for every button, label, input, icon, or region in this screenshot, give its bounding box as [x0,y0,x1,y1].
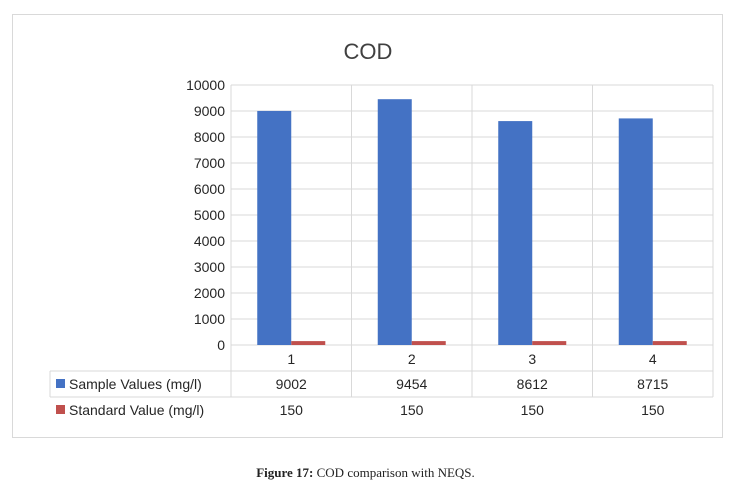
table-value: 150 [521,402,545,418]
chart-svg: COD 0 1000 2000 3000 4000 5000 6000 7000 8000 9000… [49,39,714,418]
bar-series2-cat4 [652,341,687,345]
y-tick-label: 0 [217,337,225,353]
table-value: 150 [641,402,665,418]
figure-caption: Figure 17: COD comparison with NEQS. [0,465,731,481]
bar-series2-cat3 [532,341,567,345]
bar-series2-cat1 [291,341,326,345]
table-value: 8612 [517,376,548,392]
table-value: 9454 [396,376,427,392]
y-tick-label: 7000 [194,155,225,171]
y-tick-label: 9000 [194,103,225,119]
caption-label: Figure 17: [256,465,314,480]
bar-series2-cat2 [411,341,446,345]
table-value: 8715 [637,376,668,392]
caption-text: COD comparison with NEQS. [313,465,475,480]
bar-series1-cat2 [377,99,412,345]
x-category-label: 4 [649,351,657,367]
legend-series-name: Sample Values (mg/l) [69,376,202,392]
bar-series1-cat3 [498,121,533,345]
y-tick-label: 3000 [194,259,225,275]
x-category-label: 1 [287,351,295,367]
y-tick-label: 8000 [194,129,225,145]
x-category-label: 2 [408,351,416,367]
table-value: 9002 [276,376,307,392]
y-tick-label: 6000 [194,181,225,197]
legend-swatch-series2 [56,405,65,414]
y-tick-label: 1000 [194,311,225,327]
legend-series-name: Standard Value (mg/l) [69,402,204,418]
bar-series1-cat4 [618,118,653,345]
x-category-label: 3 [528,351,536,367]
table-value: 150 [280,402,304,418]
chart-frame: COD 0 1000 2000 3000 4000 5000 6000 7000 8000 9000… [12,14,723,438]
bar-series1-cat1 [257,110,292,345]
y-tick-label: 10000 [186,77,225,93]
y-tick-label: 4000 [194,233,225,249]
y-tick-label: 5000 [194,207,225,223]
chart-title: COD [344,39,393,64]
y-tick-label: 2000 [194,285,225,301]
table-value: 150 [400,402,424,418]
legend-swatch-series1 [56,379,65,388]
